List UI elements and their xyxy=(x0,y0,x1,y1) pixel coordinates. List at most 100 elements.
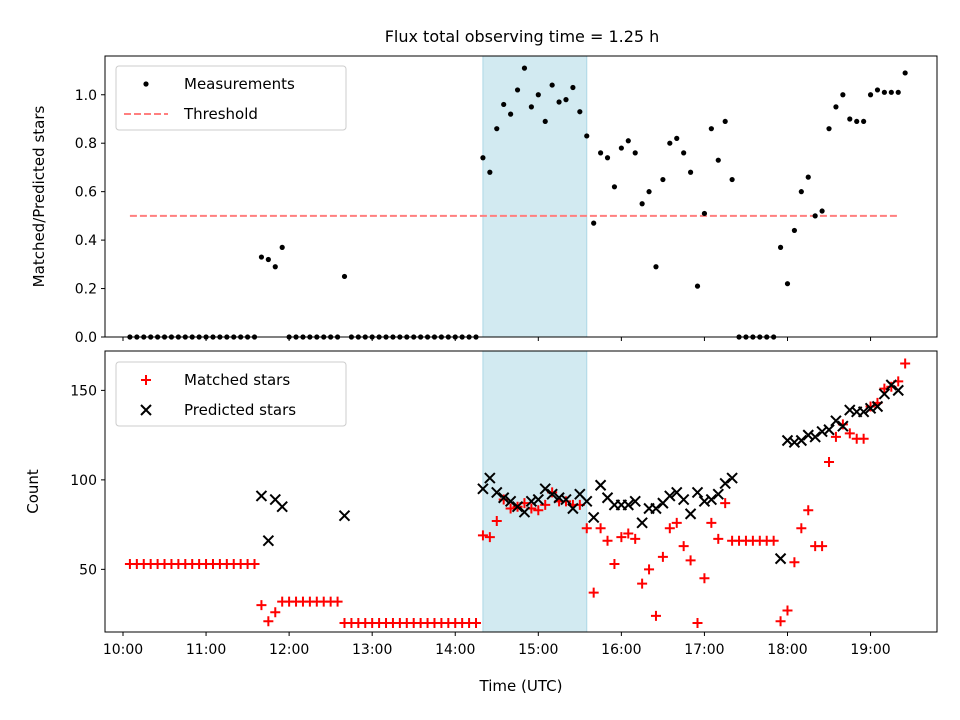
matched-point xyxy=(657,551,668,562)
measurement-point xyxy=(279,244,285,250)
measurement-point xyxy=(791,227,798,234)
predicted-point xyxy=(809,431,821,443)
predicted-point xyxy=(560,493,572,506)
legend-label: Matched stars xyxy=(184,371,290,389)
matched-point xyxy=(664,523,675,534)
measurement-point xyxy=(819,208,825,214)
predicted-point xyxy=(338,509,351,522)
predicted-point xyxy=(795,434,808,447)
measurement-point xyxy=(556,99,562,105)
chart-title: Flux total observing time = 1.25 h xyxy=(385,27,660,46)
measurement-point xyxy=(847,116,853,122)
measurement-point xyxy=(881,89,887,95)
predicted-point xyxy=(539,483,551,495)
top-panel: 0.0 0.2 0.4 0.6 0.8 1.0 Matched/Predicted star… xyxy=(30,55,938,346)
matched-point xyxy=(477,530,488,541)
x-tick-label: 14:00 xyxy=(435,642,475,658)
measurement-point xyxy=(646,189,652,195)
matched-point xyxy=(782,605,793,616)
measurement-point xyxy=(542,118,548,125)
matched-point xyxy=(865,401,876,412)
legend-label: Predicted stars xyxy=(184,401,296,419)
predicted-point xyxy=(837,420,849,432)
measurement-point xyxy=(681,150,687,156)
measurement-point xyxy=(265,256,271,263)
measurement-point xyxy=(611,184,618,190)
measurement-point xyxy=(604,155,611,161)
matched-point xyxy=(713,533,724,544)
matched-point xyxy=(581,523,592,534)
measurement-point xyxy=(701,210,708,217)
y-axis-label: Count xyxy=(24,469,42,514)
measurement-point xyxy=(660,176,666,183)
matched-point xyxy=(471,618,482,629)
predicted-point xyxy=(726,472,738,484)
predicted-point xyxy=(622,499,634,511)
predicted-point xyxy=(484,472,496,484)
y-tick-label: 150 xyxy=(70,383,97,399)
measurement-point xyxy=(687,169,694,175)
highlight-band xyxy=(482,55,588,338)
matched-point xyxy=(630,533,641,544)
legend-label: Measurements xyxy=(184,75,295,93)
measurement-point xyxy=(480,155,486,161)
predicted-point xyxy=(587,511,600,524)
measurement-point xyxy=(632,150,638,156)
measurement-point xyxy=(584,133,590,139)
predicted-point xyxy=(698,495,711,508)
matched-point xyxy=(692,618,703,629)
predicted-point xyxy=(823,424,835,436)
y-axis-label: Matched/Predicted stars xyxy=(30,106,48,288)
y-tick-label: 100 xyxy=(70,473,97,489)
measurement-point xyxy=(563,97,569,103)
measurement-point xyxy=(487,169,493,175)
measurement-point xyxy=(549,82,555,88)
matched-point xyxy=(768,535,779,546)
measurement-point xyxy=(867,92,874,98)
predicted-point xyxy=(504,495,517,508)
matched-point xyxy=(505,503,516,514)
measurement-point xyxy=(784,281,791,287)
measurement-point xyxy=(674,135,680,141)
predicted-point xyxy=(497,492,510,504)
matched-point xyxy=(609,558,620,569)
matched-point xyxy=(775,616,786,627)
measurement-point xyxy=(729,176,735,183)
legend-plus-marker xyxy=(141,375,151,385)
predicted-point xyxy=(553,492,565,504)
legend-box xyxy=(115,65,347,131)
measurement-point xyxy=(508,111,514,117)
predicted-point xyxy=(878,388,891,400)
measurement-point xyxy=(861,118,867,125)
predicted-point xyxy=(594,479,607,491)
matched-point xyxy=(540,499,551,510)
matched-point xyxy=(588,587,599,598)
predicted-point xyxy=(712,488,724,500)
predicted-point xyxy=(567,502,579,515)
matched-point xyxy=(858,433,869,444)
predicted-point xyxy=(774,552,787,565)
matched-point xyxy=(644,564,655,575)
x-tick-label: 18:00 xyxy=(767,642,807,658)
predicted-point xyxy=(477,483,489,495)
predicted-point xyxy=(581,495,593,508)
x-tick-label: 13:00 xyxy=(352,642,392,658)
matched-point xyxy=(270,607,281,618)
matched-point xyxy=(706,517,717,528)
matched-point xyxy=(789,557,800,568)
measurement-point xyxy=(514,87,521,93)
measurement-point xyxy=(618,145,624,151)
matched-point xyxy=(491,516,502,527)
measurement-point xyxy=(888,89,894,95)
bottom-panel: 50 100 150 10:00 11:00 12:00 13:00 14:00 15:00 16… xyxy=(24,350,938,695)
predicted-point xyxy=(864,402,877,414)
x-tick-label: 10:00 xyxy=(103,642,143,658)
matched-point xyxy=(256,600,267,611)
matched-point xyxy=(650,610,661,621)
matched-point xyxy=(595,523,606,534)
predicted-point xyxy=(511,501,524,513)
matched-point xyxy=(616,532,627,543)
measurement-point xyxy=(272,264,278,270)
matched-point xyxy=(817,541,828,552)
